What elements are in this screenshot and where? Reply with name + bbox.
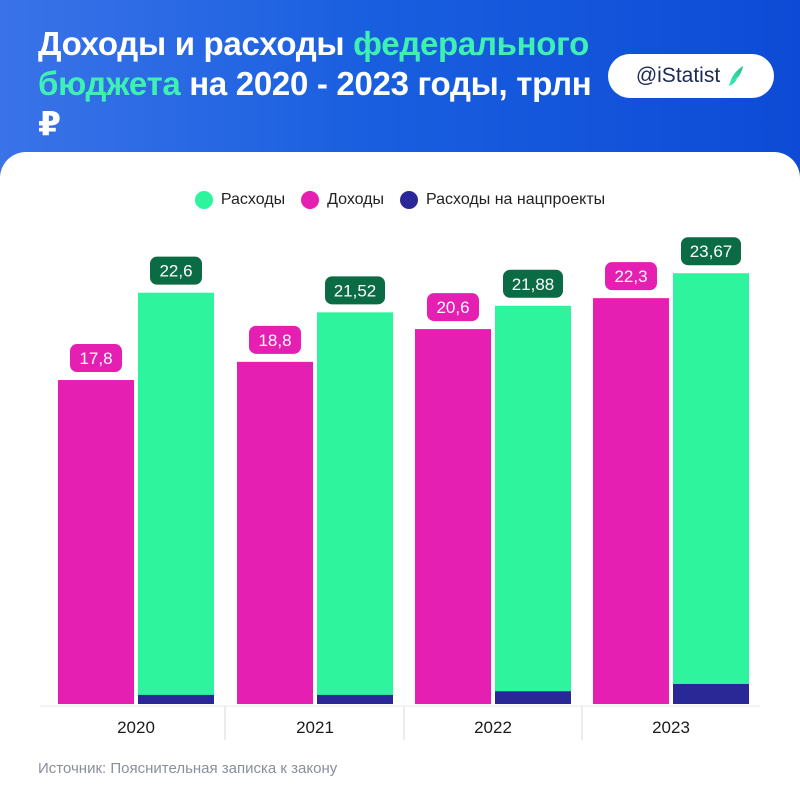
legend-item-income: Доходы (301, 191, 384, 209)
legend-label-national-projects: Расходы на нацпроекты (426, 191, 606, 208)
bar-national-projects-2021 (317, 694, 393, 704)
data-label-income-2021: 18,8 (258, 331, 291, 350)
data-label-expenses-2022: 21,88 (512, 275, 555, 294)
bar-national-projects-2023 (673, 683, 749, 704)
source-note: Источник: Пояснительная записка к закону (38, 760, 338, 777)
data-label-income-2023-bg (605, 262, 657, 291)
x-tick-label-2021: 2021 (296, 718, 334, 737)
data-label-income-2020: 17,8 (79, 349, 112, 368)
bar-expenses-2023 (673, 273, 749, 704)
bar-national-projects-2022 (495, 691, 571, 704)
data-label-expenses-2021: 21,52 (334, 281, 377, 300)
data-label-expenses-2020-bg (150, 256, 202, 285)
legend-item-national-projects: Расходы на нацпроекты (400, 191, 605, 209)
feather-icon (729, 66, 744, 86)
header-banner: Доходы и расходы федерального бюджета на… (0, 0, 800, 178)
bar-expenses-2022 (495, 305, 571, 704)
legend-dot-income (301, 191, 320, 209)
legend-label-income: Доходы (327, 191, 385, 208)
legend-label-expenses: Расходы (220, 191, 286, 208)
brand-handle: @iStatist (635, 64, 721, 87)
data-label-income-2022: 20,6 (436, 298, 469, 317)
data-label-income-2022-bg (427, 293, 479, 322)
x-tick-label-2020: 2020 (117, 718, 155, 737)
title-accent: федерального бюджета (38, 25, 589, 102)
legend-dot-expenses (194, 191, 213, 209)
data-label-expenses-2020: 22,6 (159, 262, 192, 281)
data-label-income-2020-bg (70, 344, 122, 373)
legend-dot-national-projects (400, 191, 419, 209)
brand-badge[interactable]: @iStatist (608, 54, 774, 98)
data-label-expenses-2023-bg (681, 237, 741, 266)
bar-expenses-2020 (138, 292, 214, 704)
bar-income-2021 (237, 361, 313, 704)
bar-expenses-2021 (317, 312, 393, 704)
bar-income-2023 (593, 298, 669, 704)
bar-income-2020 (58, 380, 134, 704)
bar-national-projects-2020 (138, 694, 214, 704)
data-label-expenses-2021-bg (325, 276, 385, 305)
data-label-expenses-2023: 23,67 (690, 242, 733, 261)
chart-title: Доходы и расходы федерального бюджета на… (38, 24, 598, 144)
x-tick-label-2023: 2023 (652, 718, 690, 737)
data-label-expenses-2022-bg (503, 269, 563, 298)
x-tick-label-2022: 2022 (474, 718, 512, 737)
legend: Расходы Доходы Расходы на нацпроекты (0, 188, 800, 212)
data-label-income-2021-bg (249, 325, 301, 354)
bar-income-2022 (415, 329, 491, 704)
title-part-2: на 2020 - 2023 годы, трлн ₽ (38, 65, 592, 142)
legend-item-expenses: Расходы (194, 191, 286, 209)
data-label-income-2023: 22,3 (614, 267, 647, 286)
title-part-1: Доходы и расходы (38, 25, 354, 62)
